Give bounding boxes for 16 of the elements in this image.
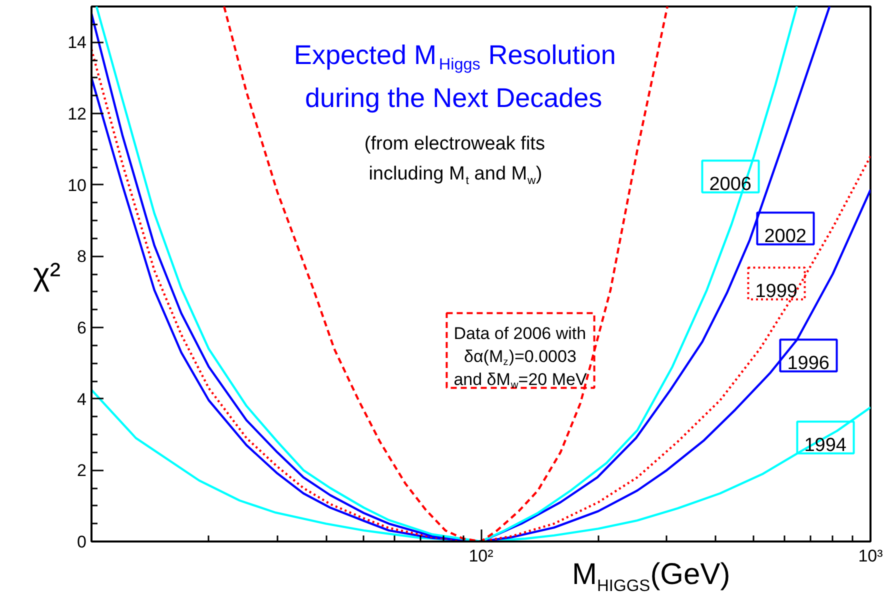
- series-label: 2002: [764, 226, 806, 248]
- y-tick-label: 4: [77, 390, 87, 409]
- y-tick-label: 2: [77, 461, 87, 480]
- y-axis-title: χ²: [33, 256, 61, 292]
- y-tick-label: 6: [77, 318, 87, 338]
- series-label: 1999: [755, 281, 798, 302]
- y-tick-label: 12: [68, 104, 87, 124]
- y-tick-label: 14: [68, 33, 87, 52]
- series-label: 1996: [787, 353, 830, 374]
- x-tick-label: 10²: [468, 546, 494, 566]
- series-label: 1994: [804, 435, 847, 456]
- x-tick-label: 10³: [858, 546, 884, 566]
- y-tick-label: 0: [77, 532, 87, 552]
- y-tick-label: 10: [68, 176, 87, 195]
- x-axis-title: M$_{HIGGS}$(GeV): [572, 558, 730, 597]
- y-tick-label: 8: [77, 247, 87, 266]
